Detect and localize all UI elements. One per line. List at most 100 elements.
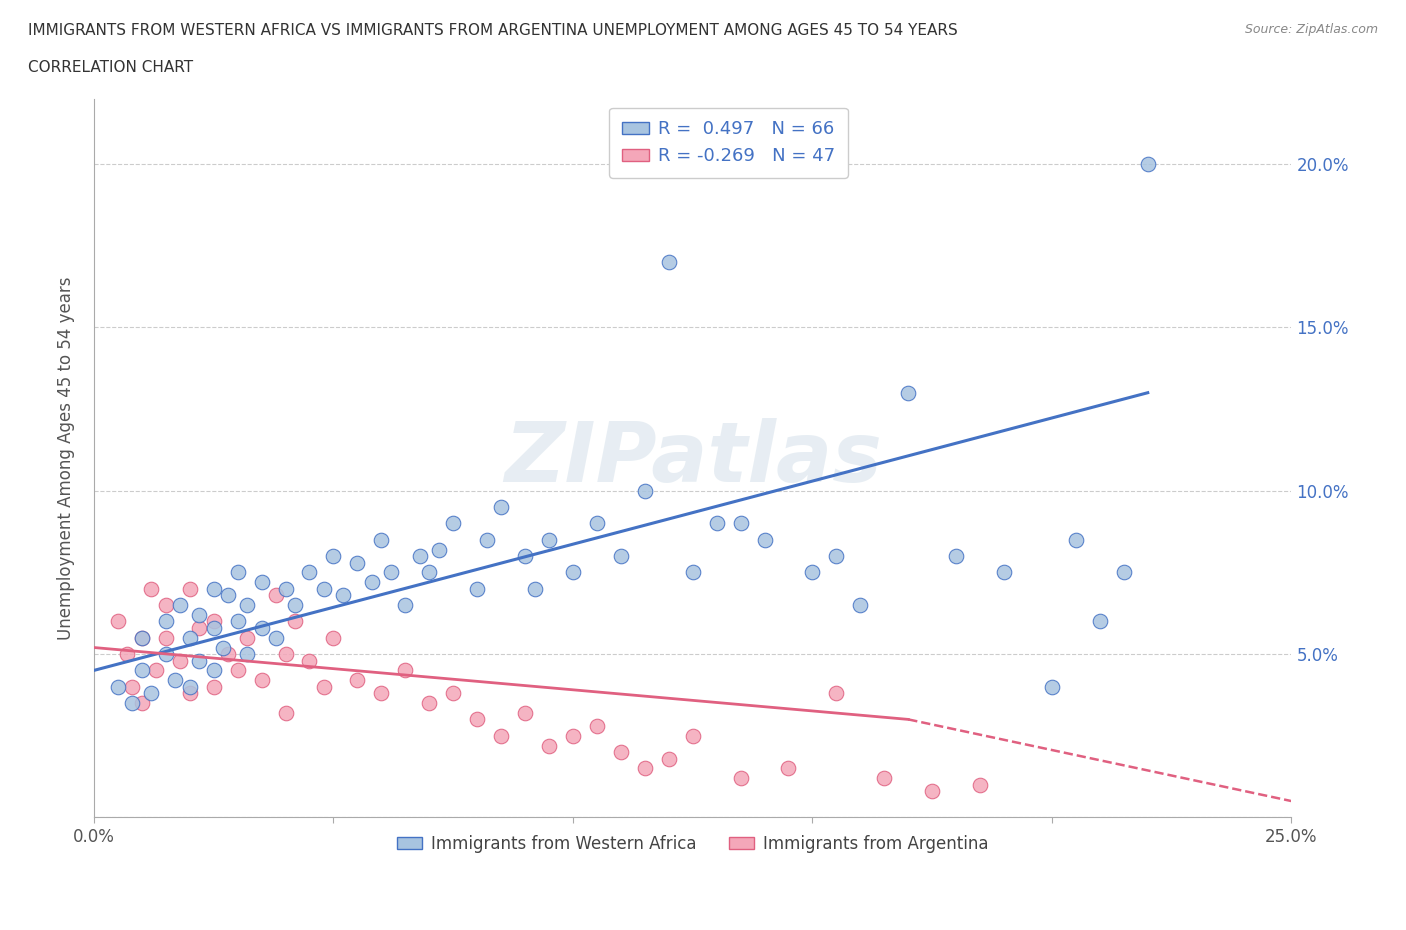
Point: [141, 685, 163, 700]
Point: [202, 620, 225, 635]
Point: [155, 598, 177, 613]
Point: [155, 631, 177, 645]
Point: [121, 679, 143, 694]
Point: [322, 549, 344, 564]
Point: [489, 499, 512, 514]
Point: [312, 679, 335, 694]
Point: [284, 614, 307, 629]
Point: [993, 565, 1015, 579]
Point: [825, 685, 848, 700]
Point: [264, 588, 287, 603]
Point: [475, 532, 498, 547]
Point: [897, 385, 920, 400]
Point: [1064, 532, 1087, 547]
Point: [418, 696, 440, 711]
Point: [658, 255, 681, 270]
Point: [427, 542, 450, 557]
Point: [226, 614, 249, 629]
Point: [179, 581, 201, 596]
Point: [202, 663, 225, 678]
Point: [169, 598, 191, 613]
Point: [274, 646, 297, 661]
Point: [394, 598, 416, 613]
Point: [131, 631, 153, 645]
Point: [322, 631, 344, 645]
Point: [155, 614, 177, 629]
Point: [634, 484, 657, 498]
Text: ZIPatlas: ZIPatlas: [503, 418, 882, 498]
Point: [706, 516, 728, 531]
Legend: Immigrants from Western Africa, Immigrants from Argentina: Immigrants from Western Africa, Immigran…: [391, 828, 995, 859]
Point: [332, 588, 354, 603]
Point: [418, 565, 440, 579]
Point: [586, 516, 609, 531]
Point: [610, 745, 633, 760]
Text: IMMIGRANTS FROM WESTERN AFRICA VS IMMIGRANTS FROM ARGENTINA UNEMPLOYMENT AMONG A: IMMIGRANTS FROM WESTERN AFRICA VS IMMIGR…: [28, 23, 957, 38]
Point: [465, 712, 488, 727]
Point: [274, 706, 297, 721]
Point: [131, 663, 153, 678]
Point: [169, 653, 191, 668]
Point: [1088, 614, 1111, 629]
Point: [1136, 156, 1159, 171]
Point: [561, 728, 583, 743]
Point: [610, 549, 633, 564]
Point: [179, 631, 201, 645]
Point: [634, 761, 657, 776]
Point: [236, 646, 259, 661]
Point: [394, 663, 416, 678]
Point: [754, 532, 776, 547]
Point: [298, 653, 321, 668]
Point: [1112, 565, 1135, 579]
Point: [360, 575, 382, 590]
Point: [489, 728, 512, 743]
Point: [513, 706, 536, 721]
Point: [465, 581, 488, 596]
Point: [217, 646, 239, 661]
Point: [537, 532, 560, 547]
Point: [730, 771, 752, 786]
Y-axis label: Unemployment Among Ages 45 to 54 years: Unemployment Among Ages 45 to 54 years: [58, 276, 75, 640]
Point: [264, 631, 287, 645]
Point: [408, 549, 430, 564]
Point: [145, 663, 167, 678]
Point: [284, 598, 307, 613]
Point: [1040, 679, 1063, 694]
Point: [226, 663, 249, 678]
Point: [179, 685, 201, 700]
Point: [586, 719, 609, 734]
Point: [561, 565, 583, 579]
Point: [298, 565, 321, 579]
Point: [346, 672, 368, 687]
Point: [658, 751, 681, 766]
Point: [730, 516, 752, 531]
Point: [121, 696, 143, 711]
Point: [873, 771, 896, 786]
Point: [236, 631, 259, 645]
Point: [131, 696, 153, 711]
Point: [202, 581, 225, 596]
Point: [188, 607, 211, 622]
Point: [346, 555, 368, 570]
Point: [236, 598, 259, 613]
Point: [921, 784, 943, 799]
Point: [825, 549, 848, 564]
Point: [312, 581, 335, 596]
Point: [945, 549, 967, 564]
Point: [188, 653, 211, 668]
Point: [441, 516, 464, 531]
Point: [250, 620, 273, 635]
Point: [217, 588, 239, 603]
Point: [849, 598, 872, 613]
Point: [165, 672, 187, 687]
Point: [250, 672, 273, 687]
Point: [226, 565, 249, 579]
Point: [188, 620, 211, 635]
Point: [801, 565, 824, 579]
Point: [117, 646, 139, 661]
Point: [380, 565, 402, 579]
Point: [370, 685, 392, 700]
Point: [682, 565, 704, 579]
Point: [250, 575, 273, 590]
Point: [131, 631, 153, 645]
